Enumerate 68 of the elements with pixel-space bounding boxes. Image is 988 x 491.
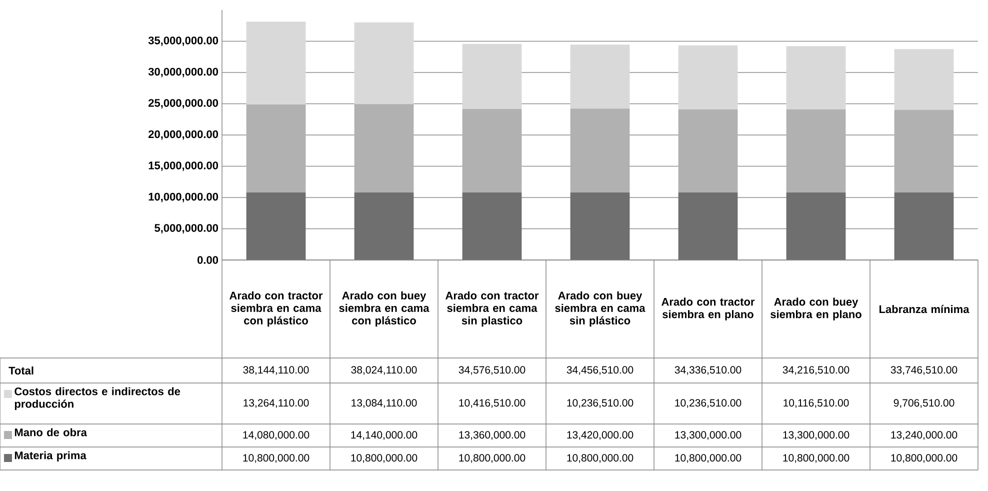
data-label: 10,416,510.00: [459, 399, 526, 408]
data-label: 10,800,000.00: [243, 454, 310, 463]
x-tick-label: Labranza mínima: [880, 304, 970, 314]
data-label: 10,800,000.00: [783, 454, 850, 463]
y-tick-label: 10,000,000.00: [148, 192, 218, 202]
y-tick-label: 35,000,000.00: [148, 36, 218, 46]
y-tick-label: 30,000,000.00: [148, 68, 218, 78]
bar: [678, 45, 738, 110]
x-tick-label: Arado con buey siembra en cama con plástico: [339, 291, 430, 327]
x-tick-label: Arado con tractor siembra en cama sin plastico: [446, 291, 539, 327]
legend-label: Materia prima: [14, 451, 86, 462]
data-label: 10,236,510.00: [675, 399, 742, 408]
bar: [246, 104, 306, 192]
data-label: 9,706,510.00: [894, 399, 954, 408]
data-label: 10,800,000.00: [351, 454, 418, 463]
bar: [570, 44, 630, 109]
bar: [570, 192, 630, 260]
y-tick-label: 0.00: [198, 256, 218, 264]
text: 33,746,510.00: [890, 366, 958, 375]
legend-label: Mano de obra: [14, 428, 87, 436]
data-label: 10,800,000.00: [567, 454, 634, 463]
bar: [462, 192, 522, 260]
legend-label: Costos directos e indirectos de producción: [14, 387, 180, 410]
x-tick-label: Arado con buey siembra en cama sin plástico: [555, 291, 646, 327]
y-tick-label: 20,000,000.00: [148, 130, 218, 140]
text: 34,456,510.00: [566, 366, 634, 375]
text: 38,024,110.00: [351, 366, 417, 375]
y-tick-label: 15,000,000.00: [148, 162, 218, 171]
data-label: 10,236,510.00: [567, 399, 634, 408]
data-label: 13,300,000.00: [675, 431, 742, 440]
data-label: 14,140,000.00: [351, 431, 418, 440]
bar: [894, 192, 954, 260]
bar: [570, 108, 630, 192]
bar: [246, 22, 306, 104]
data-label: 10,800,000.00: [459, 454, 526, 463]
bar: [894, 110, 954, 192]
bar: [786, 109, 846, 192]
data-label: 10,116,510.00: [784, 399, 849, 408]
text: 34,216,510.00: [782, 366, 850, 375]
x-tick-label: Arado con tractor siembra en plano: [662, 298, 755, 320]
x-tick-label: Arado con tractor siembra en cama con plástico: [230, 291, 323, 327]
bar: [786, 46, 846, 110]
y-tick-label: 25,000,000.00: [148, 99, 218, 108]
bar: [246, 192, 306, 260]
data-label: 13,084,110.00: [352, 399, 417, 408]
data-label: 13,240,000.00: [891, 431, 958, 440]
bar: [894, 49, 954, 110]
data-label: 13,360,000.00: [459, 431, 526, 440]
data-label: 14,080,000.00: [243, 431, 310, 440]
y-tick-label: 5,000,000.00: [154, 224, 218, 234]
data-label: 10,800,000.00: [675, 454, 742, 463]
x-tick-label: Arado con buey siembra en plano: [770, 298, 862, 320]
data-label: 10,800,000.00: [891, 454, 958, 463]
data-label: 13,300,000.00: [783, 431, 850, 440]
bar: [354, 192, 414, 260]
bar: [678, 109, 738, 192]
bar: [678, 192, 738, 260]
bar: [354, 22, 414, 104]
data-label: 13,264,110.00: [244, 399, 309, 408]
bar: [462, 44, 522, 109]
bar: [786, 192, 846, 260]
bar: [354, 104, 414, 192]
text: Total: [8, 366, 34, 375]
text: 38,144,110.00: [243, 366, 309, 375]
text: 34,576,510.00: [458, 366, 526, 375]
data-label: 13,420,000.00: [567, 431, 634, 440]
text: 34,336,510.00: [674, 366, 742, 375]
bar: [462, 109, 522, 192]
